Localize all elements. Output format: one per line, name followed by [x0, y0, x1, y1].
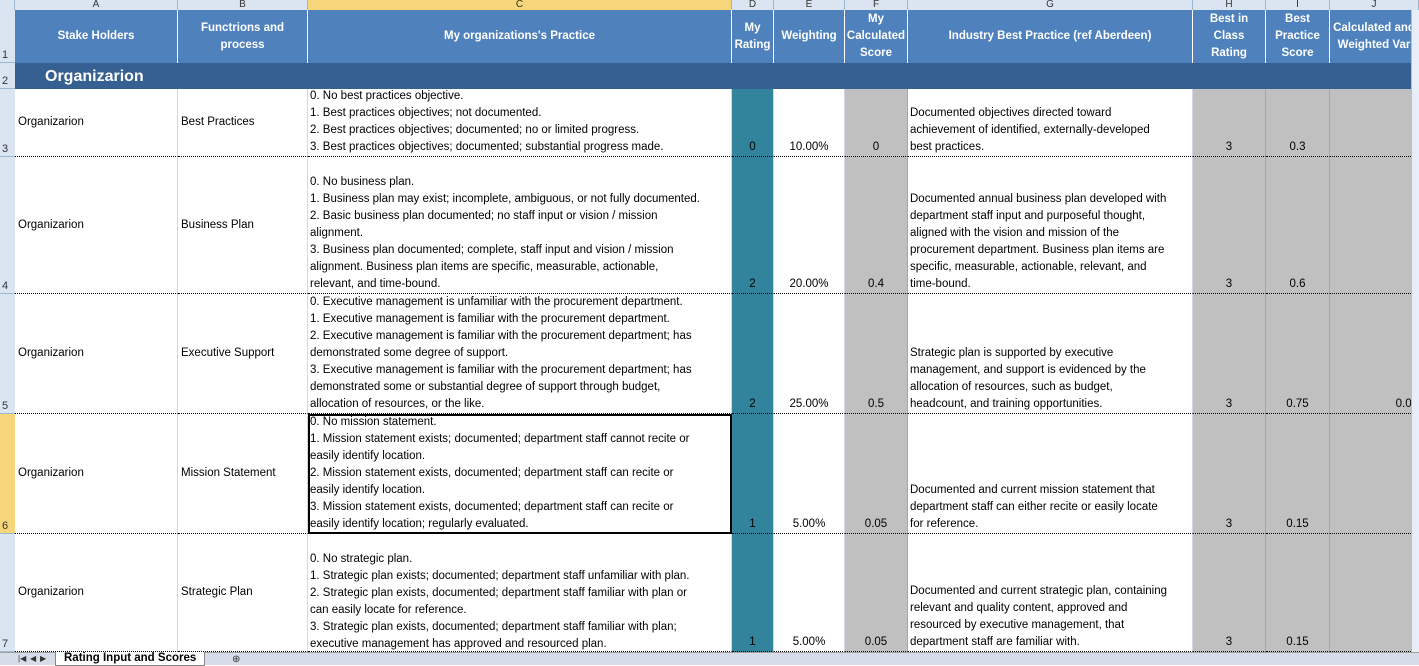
column-header-d[interactable]: D	[732, 0, 774, 10]
header-stake-holders[interactable]: Stake Holders	[15, 10, 178, 63]
cell-best-in-class-r5[interactable]: 3	[1193, 294, 1266, 414]
row-number: 2	[2, 75, 9, 87]
cell-stake-holder-r7[interactable]: Organizarion	[15, 534, 178, 652]
row-header-4[interactable]: 4	[0, 157, 15, 294]
cell-stake-holder-r3[interactable]: Organizarion	[15, 89, 178, 157]
prev-sheet-icon[interactable]: ◀	[30, 654, 37, 663]
row-header-7[interactable]: 7	[0, 534, 15, 652]
insert-sheet-icon[interactable]: ⊕	[232, 654, 241, 665]
cell-calculated-score-r3[interactable]: 0	[845, 89, 908, 157]
cell-weighting-r3[interactable]: 10.00%	[774, 89, 845, 157]
cell-calculated-score-r7[interactable]: 0.05	[845, 534, 908, 652]
cell-weighting-r6[interactable]: 5.00%	[774, 414, 845, 534]
cell-function-r6[interactable]: Mission Statement	[178, 414, 308, 534]
cell-calculated-score-r5[interactable]: 0.5	[845, 294, 908, 414]
cell-function-r5[interactable]: Executive Support	[178, 294, 308, 414]
cell-stake-holder-r4[interactable]: Organizarion	[15, 157, 178, 294]
cell-weighting-r4[interactable]: 20.00%	[774, 157, 845, 294]
header-my-rating[interactable]: My Rating	[732, 10, 774, 63]
column-header-h[interactable]: H	[1193, 0, 1266, 10]
cell-weighting-r7[interactable]: 5.00%	[774, 534, 845, 652]
column-header-b[interactable]: B	[178, 0, 308, 10]
cell-stake-holder-r6[interactable]: Organizarion	[15, 414, 178, 534]
row-number: 1	[2, 49, 9, 61]
column-header-g[interactable]: G	[908, 0, 1193, 10]
header-weighting[interactable]: Weighting	[774, 10, 845, 63]
cell-best-in-class-r6[interactable]: 3	[1193, 414, 1266, 534]
cell-function-r3[interactable]: Best Practices	[178, 89, 308, 157]
select-all-corner[interactable]	[0, 0, 15, 10]
cell-calc-weighted-r7[interactable]	[1330, 534, 1419, 652]
header-best-practice-score[interactable]: Best Practice Score	[1266, 10, 1330, 63]
row-number: 6	[2, 520, 9, 532]
cell-industry-practice-r3[interactable]: Documented objectives directed toward ac…	[908, 89, 1193, 157]
cell-stake-holder-r5[interactable]: Organizarion	[15, 294, 178, 414]
cell-practice-r4[interactable]: 0. No business plan. 1. Business plan ma…	[308, 157, 732, 294]
cell-industry-practice-r5[interactable]: Strategic plan is supported by executive…	[908, 294, 1193, 414]
cell-industry-practice-r7[interactable]: Documented and current strategic plan, c…	[908, 534, 1193, 652]
row-number: 5	[2, 400, 9, 412]
cell-calculated-score-r4[interactable]: 0.4	[845, 157, 908, 294]
row-header-1[interactable]: 1	[0, 10, 15, 63]
column-header-a[interactable]: A	[15, 0, 178, 10]
vertical-scrollbar[interactable]	[1411, 10, 1419, 652]
cell-practice-r3[interactable]: 0. No best practices objective. 1. Best …	[308, 89, 732, 157]
row-header-5[interactable]: 5	[0, 294, 15, 414]
row-header-3[interactable]: 3	[0, 89, 15, 157]
cell-best-practice-score-r3[interactable]: 0.3	[1266, 89, 1330, 157]
column-header-i[interactable]: I	[1266, 0, 1330, 10]
cell-best-in-class-r4[interactable]: 3	[1193, 157, 1266, 294]
cell-best-practice-score-r7[interactable]: 0.15	[1266, 534, 1330, 652]
cell-calc-weighted-r4[interactable]	[1330, 157, 1419, 294]
cell-best-in-class-r7[interactable]: 3	[1193, 534, 1266, 652]
cell-best-practice-score-r6[interactable]: 0.15	[1266, 414, 1330, 534]
cell-my-rating-r5[interactable]: 2	[732, 294, 774, 414]
cell-my-rating-r6[interactable]: 1	[732, 414, 774, 534]
section-band-left: Organizarion	[15, 63, 308, 89]
cell-practice-r7[interactable]: 0. No strategic plan. 1. Strategic plan …	[308, 534, 732, 652]
cell-function-r7[interactable]: Strategic Plan	[178, 534, 308, 652]
header-practice[interactable]: My organizations's Practice	[308, 10, 732, 63]
cell-calc-weighted-r6[interactable]	[1330, 414, 1419, 534]
row-number: 7	[2, 638, 9, 650]
column-header-c[interactable]: C	[308, 0, 732, 10]
cell-industry-practice-r6[interactable]: Documented and current mission statement…	[908, 414, 1193, 534]
header-calc-weighted[interactable]: Calculated and Weighted Var	[1330, 10, 1419, 63]
sheet-tab-bar: |◀ ◀ ▶ Rating Input and Scores ⊕	[0, 652, 1419, 666]
section-band-right	[308, 63, 1419, 89]
cell-best-practice-score-r5[interactable]: 0.75	[1266, 294, 1330, 414]
cell-my-rating-r3[interactable]: 0	[732, 89, 774, 157]
row-number: 4	[2, 280, 9, 292]
cell-best-in-class-r3[interactable]: 3	[1193, 89, 1266, 157]
header-industry[interactable]: Industry Best Practice (ref Aberdeen)	[908, 10, 1193, 63]
cell-calculated-score-r6[interactable]: 0.05	[845, 414, 908, 534]
row-number: 3	[2, 143, 9, 155]
cell-calc-weighted-r3[interactable]: 0	[1330, 89, 1419, 157]
column-header-e[interactable]: E	[774, 0, 845, 10]
cell-best-practice-score-r4[interactable]: 0.6	[1266, 157, 1330, 294]
cell-calc-weighted-r5[interactable]: 0.00	[1330, 294, 1419, 414]
cell-practice-r5[interactable]: 0. Executive management is unfamiliar wi…	[308, 294, 732, 414]
cell-my-rating-r7[interactable]: 1	[732, 534, 774, 652]
cell-practice-r6[interactable]: 0. No mission statement. 1. Mission stat…	[308, 414, 732, 534]
column-header-f[interactable]: F	[845, 0, 908, 10]
header-best-in-class[interactable]: Best in Class Rating	[1193, 10, 1266, 63]
header-functions[interactable]: Functrions and process	[178, 10, 308, 63]
row-header-6[interactable]: 6	[0, 414, 15, 534]
first-sheet-icon[interactable]: |◀	[18, 654, 27, 663]
cell-my-rating-r4[interactable]: 2	[732, 157, 774, 294]
cell-function-r4[interactable]: Business Plan	[178, 157, 308, 294]
next-sheet-icon[interactable]: ▶	[40, 654, 47, 663]
header-my-calc-score[interactable]: My Calculated Score	[845, 10, 908, 63]
row-header-2[interactable]: 2	[0, 63, 15, 89]
cell-industry-practice-r4[interactable]: Documented annual business plan develope…	[908, 157, 1193, 294]
column-header-j[interactable]: J	[1330, 0, 1419, 10]
cell-weighting-r5[interactable]: 25.00%	[774, 294, 845, 414]
